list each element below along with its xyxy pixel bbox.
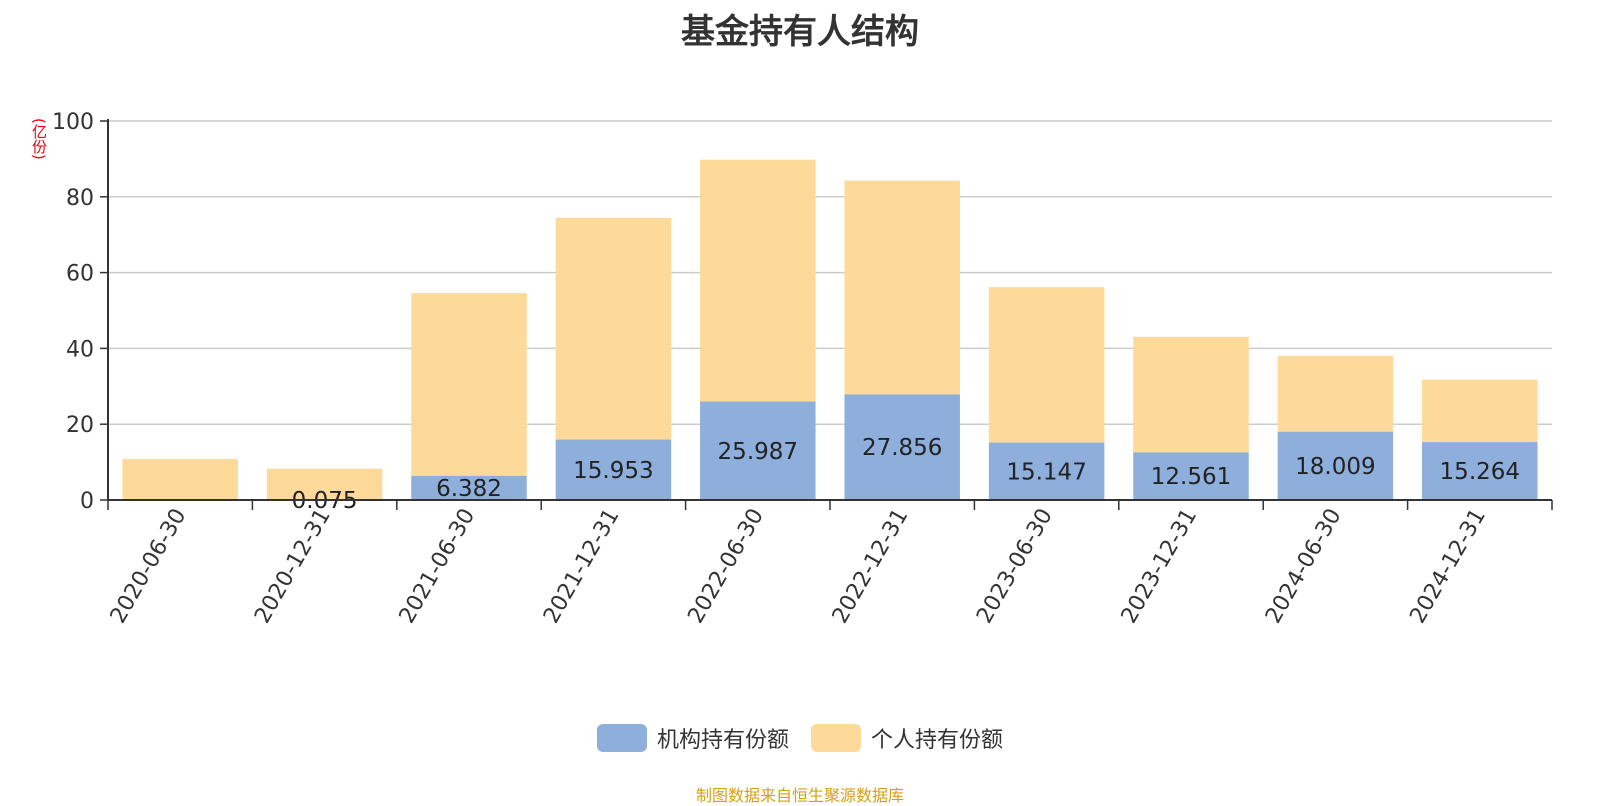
legend-label-individual: 个人持有份额 <box>871 722 1003 754</box>
x-tick-label-2024-06-30: 2024-06-30 <box>1261 505 1347 628</box>
bar-individual-2022-12-31 <box>844 181 960 395</box>
data-label-2021-06-30: 6.382 <box>436 476 502 502</box>
bar-individual-2023-06-30 <box>989 287 1105 442</box>
bar-individual-2024-12-31 <box>1422 380 1538 443</box>
x-tick-label-2023-12-31: 2023-12-31 <box>1117 505 1203 628</box>
bar-individual-2021-06-30 <box>411 293 527 476</box>
data-label-2022-06-30: 25.987 <box>718 439 798 465</box>
x-tick-label-2021-06-30: 2021-06-30 <box>395 505 481 628</box>
data-label-2021-12-31: 15.953 <box>573 458 653 484</box>
y-tick-label-60: 60 <box>66 262 94 287</box>
x-tick-label-2020-12-31: 2020-12-31 <box>250 505 336 628</box>
data-label-2024-12-31: 15.264 <box>1440 459 1520 485</box>
bar-individual-2020-06-30 <box>122 459 238 500</box>
x-tick-label-2020-06-30: 2020-06-30 <box>106 505 192 628</box>
x-tick-label-2022-12-31: 2022-12-31 <box>828 504 914 627</box>
y-tick-label-0: 0 <box>80 489 94 514</box>
legend-swatch-individual <box>811 724 861 752</box>
bar-individual-2022-06-30 <box>700 160 816 402</box>
bar-individual-2023-12-31 <box>1133 337 1249 453</box>
legend-label-institutional: 机构持有份额 <box>657 722 789 754</box>
legend: 机构持有份额 个人持有份额 <box>0 722 1600 754</box>
y-tick-label-80: 80 <box>66 186 94 211</box>
y-tick-label-40: 40 <box>66 337 94 362</box>
data-label-2023-12-31: 12.561 <box>1151 464 1231 490</box>
source-note: 制图数据来自恒生聚源数据库 <box>0 782 1600 806</box>
bar-individual-2024-06-30 <box>1278 356 1394 432</box>
x-tick-label-2023-06-30: 2023-06-30 <box>972 505 1058 628</box>
legend-item-institutional[interactable]: 机构持有份额 <box>597 722 789 754</box>
data-label-2022-12-31: 27.856 <box>862 435 942 461</box>
data-label-2023-06-30: 15.147 <box>1006 459 1086 485</box>
bar-individual-2021-12-31 <box>556 218 672 440</box>
legend-item-individual[interactable]: 个人持有份额 <box>811 722 1003 754</box>
x-tick-label-2024-12-31: 2024-12-31 <box>1405 505 1491 628</box>
y-tick-label-20: 20 <box>66 413 94 438</box>
x-tick-label-2022-06-30: 2022-06-30 <box>683 505 769 628</box>
legend-swatch-institutional <box>597 724 647 752</box>
x-tick-label-2021-12-31: 2021-12-31 <box>539 505 625 628</box>
y-tick-label-100: 100 <box>52 110 94 135</box>
data-label-2024-06-30: 18.009 <box>1295 454 1375 480</box>
